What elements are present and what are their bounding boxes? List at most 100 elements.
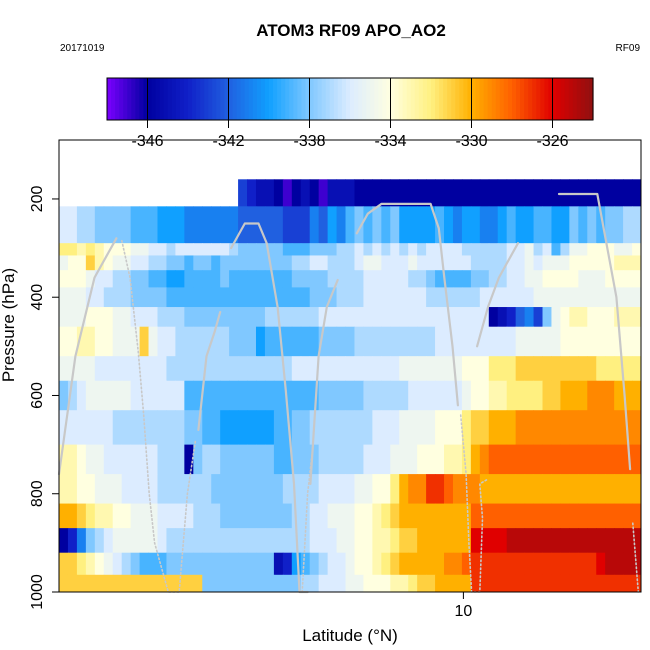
heatmap-cell (381, 574, 391, 593)
heatmap-cell (121, 552, 132, 576)
heatmap-cell (318, 444, 329, 475)
heatmap-cell (255, 356, 266, 382)
heatmap-cell (273, 380, 284, 411)
heatmap-cell (309, 474, 320, 505)
colorbar-swatch (572, 78, 578, 120)
heatmap-cell (632, 503, 642, 529)
heatmap-cell (193, 552, 203, 576)
heatmap-cell (166, 326, 176, 357)
heatmap-cell (435, 255, 445, 271)
heatmap-cell (85, 444, 96, 475)
heatmap-cell (327, 574, 338, 593)
heatmap-cell (67, 287, 78, 308)
heatmap-cell (605, 574, 615, 593)
heatmap-cell (59, 380, 69, 411)
heatmap-cell (166, 474, 176, 505)
colorbar-swatch (163, 78, 169, 120)
heatmap-cell (551, 528, 561, 554)
heatmap-cell (417, 287, 427, 308)
heatmap-cell (282, 574, 293, 593)
heatmap-cell (542, 206, 552, 244)
heatmap-cell (130, 552, 141, 576)
heatmap-cell (309, 206, 320, 244)
heatmap-cell (264, 287, 275, 308)
heatmap-cell (336, 503, 347, 529)
heatmap-cell (408, 410, 418, 446)
heatmap-cell (264, 356, 275, 382)
x-tick-label: 10 (454, 603, 472, 620)
colorbar-swatch (402, 78, 408, 120)
heatmap-cell (452, 444, 463, 475)
heatmap-cell (76, 243, 87, 256)
colorbar-swatch (410, 78, 416, 120)
heatmap-cell (399, 410, 409, 446)
heatmap-cell (506, 243, 517, 256)
heatmap-cell (318, 528, 329, 554)
heatmap-cell (524, 410, 535, 446)
heatmap-cell (551, 255, 561, 271)
heatmap-cell (623, 574, 633, 593)
heatmap-cell (247, 474, 257, 505)
heatmap-cell (184, 528, 194, 554)
heatmap-cell (112, 552, 123, 576)
heatmap-cell (211, 410, 221, 446)
colorbar-swatch (115, 78, 120, 120)
heatmap-cell (399, 270, 409, 288)
heatmap-cell (363, 307, 373, 328)
heatmap-cell (381, 380, 391, 411)
heatmap-cell (103, 380, 114, 411)
heatmap-cell (193, 287, 203, 308)
heatmap-cell (264, 380, 275, 411)
heatmap-cell (533, 552, 543, 576)
heatmap-cell (578, 552, 588, 576)
heatmap-cell (452, 503, 463, 529)
heatmap-cell (390, 528, 400, 554)
heatmap-cell (345, 255, 355, 271)
heatmap-cell (461, 444, 472, 475)
heatmap-cell (345, 552, 355, 576)
heatmap-cell (560, 243, 570, 256)
colorbar-swatch (386, 78, 392, 120)
heatmap-cell (515, 179, 526, 207)
heatmap-cell (587, 243, 597, 256)
heatmap-cell (444, 410, 454, 446)
colorbar-swatch (520, 78, 525, 120)
heatmap-cell (524, 503, 535, 529)
heatmap-cell (614, 574, 624, 593)
heatmap-cell (148, 410, 158, 446)
heatmap-cell (506, 326, 517, 357)
heatmap-cell (417, 179, 427, 207)
heatmap-cell (444, 380, 454, 411)
heatmap-cell (488, 380, 499, 411)
heatmap-cell (148, 356, 158, 382)
heatmap-cell (479, 410, 490, 446)
flight-track (631, 522, 640, 593)
heatmap-cell (148, 255, 158, 271)
heatmap-cell (336, 243, 347, 256)
heatmap-cell (551, 503, 561, 529)
heatmap-cell (632, 356, 642, 382)
heatmap-cell (157, 552, 167, 576)
heatmap-cell (139, 287, 150, 308)
heatmap-cell (363, 444, 373, 475)
heatmap-cell (444, 243, 454, 256)
heatmap-cell (408, 474, 418, 505)
heatmap-cell (623, 255, 633, 271)
heatmap-cell (408, 574, 418, 593)
heatmap-cell (300, 243, 311, 256)
heatmap-cell (59, 552, 69, 576)
colorbar-swatch (155, 78, 161, 120)
heatmap-cell (211, 380, 221, 411)
heatmap-cell (175, 255, 185, 271)
heatmap-cell (363, 410, 373, 446)
colorbar-swatch (192, 78, 197, 120)
heatmap-cell (59, 444, 69, 475)
heatmap-cell (596, 552, 606, 576)
heatmap-cell (533, 287, 543, 308)
heatmap-cell (94, 503, 105, 529)
heatmap-cell (85, 574, 96, 593)
heatmap-cell (255, 206, 266, 244)
heatmap-cell (67, 528, 78, 554)
heatmap-cell (247, 444, 257, 475)
heatmap-cell (264, 326, 275, 357)
